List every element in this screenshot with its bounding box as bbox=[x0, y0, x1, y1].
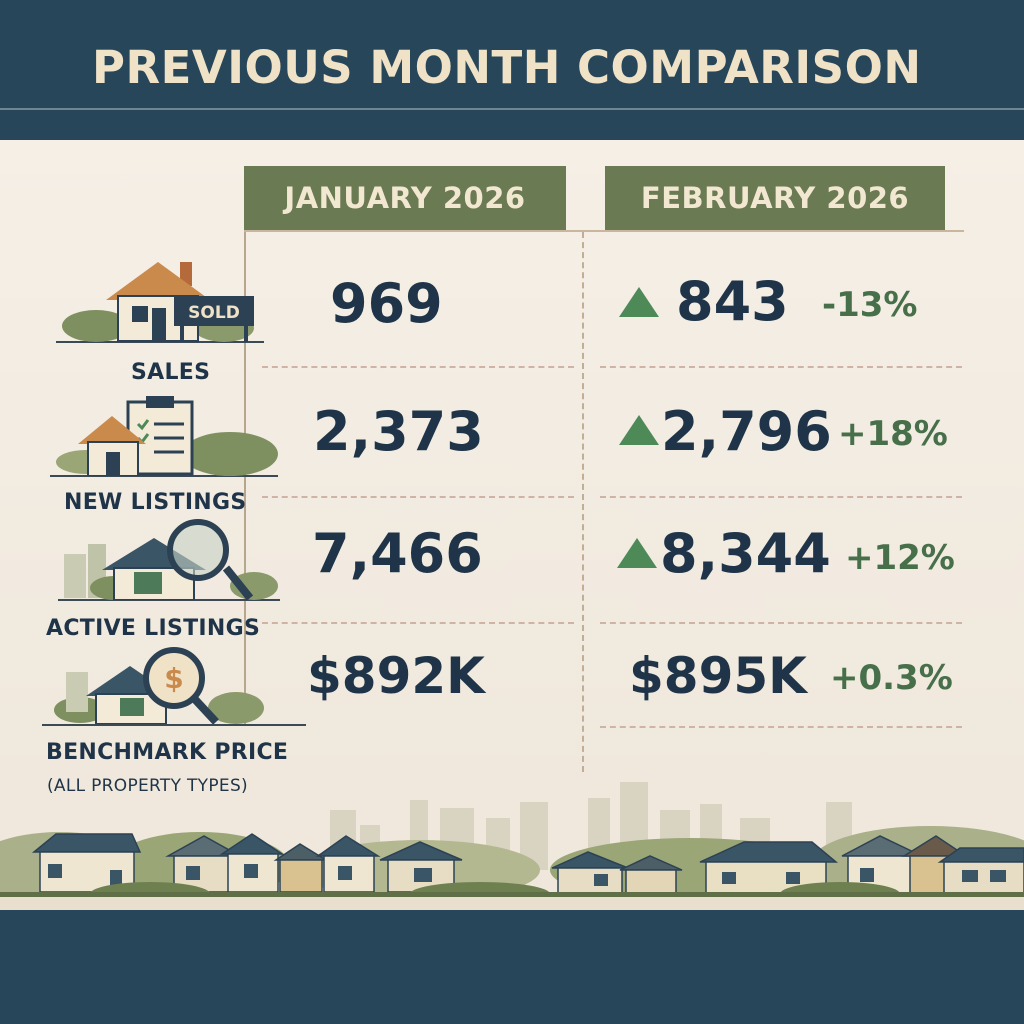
sold-house-icon: SOLD bbox=[62, 262, 254, 342]
sales-january-value: 969 bbox=[330, 272, 443, 335]
row-divider bbox=[600, 726, 962, 728]
row-label-benchmark-price: BENCHMARK PRICE bbox=[46, 740, 289, 765]
row-divider bbox=[262, 622, 574, 624]
comparison-panel bbox=[0, 140, 1024, 910]
row-divider bbox=[262, 366, 574, 368]
icon-baseline bbox=[56, 341, 264, 343]
row-label-new-listings: NEW LISTINGS bbox=[64, 490, 247, 515]
svg-text:SOLD: SOLD bbox=[188, 303, 240, 323]
row-label-sales: SALES bbox=[131, 360, 211, 385]
row-divider bbox=[600, 496, 962, 498]
footer-edge bbox=[0, 897, 1024, 910]
row-label-active-listings: ACTIVE LISTINGS bbox=[46, 616, 261, 641]
up-triangle-icon bbox=[619, 415, 659, 445]
benchmark-january-value: $892K bbox=[307, 647, 485, 705]
svg-text:$: $ bbox=[164, 662, 183, 695]
footer-banner bbox=[0, 910, 1024, 1024]
new-listings-february-value: 2,796 bbox=[661, 400, 832, 463]
row-divider bbox=[600, 622, 962, 624]
header-underline bbox=[244, 230, 964, 232]
active-listings-february-value: 8,344 bbox=[660, 522, 831, 585]
benchmark-change-percent: +0.3% bbox=[830, 658, 953, 698]
icon-baseline bbox=[50, 475, 278, 477]
up-triangle-icon bbox=[617, 538, 657, 568]
magnifier-house-icon bbox=[64, 519, 278, 600]
up-triangle-icon bbox=[619, 287, 659, 317]
label-column-divider bbox=[244, 232, 246, 724]
row-divider bbox=[262, 496, 574, 498]
column-header-january: JANUARY 2026 bbox=[244, 166, 566, 230]
active-listings-change-percent: +12% bbox=[845, 538, 955, 578]
clipboard-house-icon bbox=[56, 396, 278, 476]
month-column-divider bbox=[582, 232, 584, 772]
page-title: PREVIOUS MONTH COMPARISON bbox=[92, 41, 922, 94]
new-listings-change-percent: +18% bbox=[838, 414, 948, 454]
title-banner: PREVIOUS MONTH COMPARISON bbox=[0, 0, 1024, 140]
new-listings-january-value: 2,373 bbox=[313, 400, 484, 463]
icon-baseline bbox=[42, 724, 306, 726]
active-listings-january-value: 7,466 bbox=[312, 522, 483, 585]
row-sublabel-all-property-types: (ALL PROPERTY TYPES) bbox=[47, 776, 248, 796]
banner-rule bbox=[0, 108, 1024, 110]
benchmark-february-value: $895K bbox=[629, 647, 807, 705]
column-header-february: FEBRUARY 2026 bbox=[605, 166, 945, 230]
dollar-magnifier-house-icon: $ bbox=[54, 647, 264, 724]
sales-february-value: 843 bbox=[676, 270, 789, 333]
icon-baseline bbox=[58, 599, 280, 601]
row-divider bbox=[600, 366, 962, 368]
neighborhood-skyline-illustration bbox=[0, 782, 1024, 900]
sales-change-percent: -13% bbox=[822, 285, 918, 325]
